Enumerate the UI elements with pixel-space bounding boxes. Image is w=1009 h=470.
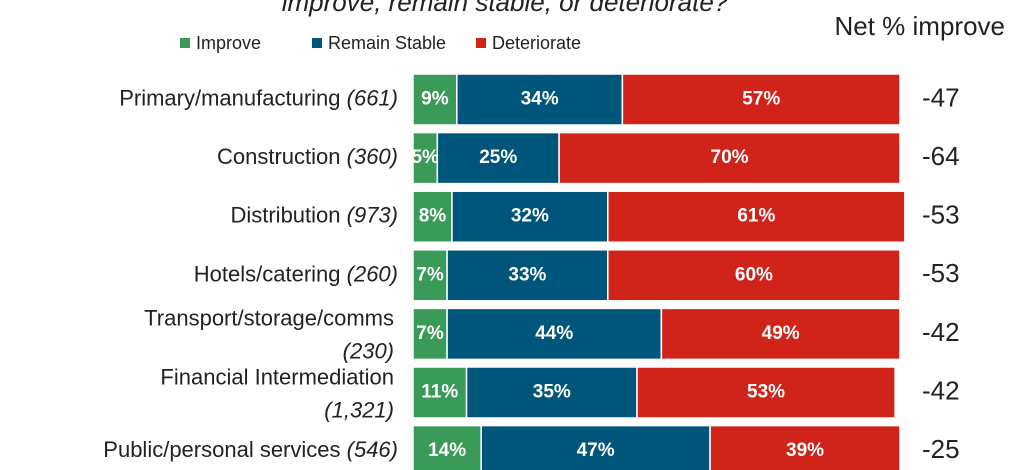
sample-size: (661) [341,85,398,110]
bar-segment [607,249,901,302]
value-label: 33% [508,264,546,285]
category-label: Public/personal services (546) [103,437,398,462]
category-name: Primary/manufacturing [119,85,340,110]
value-label: 5% [411,147,439,168]
net-value: -42 [922,317,960,347]
category-name: Public/personal services [103,437,340,462]
bar-segment [436,131,560,185]
legend-swatch [180,38,190,48]
bar-segment [558,131,901,185]
net-value: -64 [922,141,960,171]
value-label: 70% [711,147,749,168]
category-name: Distribution [230,203,340,228]
net-value: -25 [922,434,960,464]
bar-segment [480,424,711,470]
bar-segment [412,307,448,361]
value-label: 57% [742,89,780,110]
value-label: 47% [577,440,615,461]
value-label: 53% [747,382,785,403]
legend-label: Deteriorate [492,33,581,53]
category-label: Hotels/catering (260) [194,261,398,286]
bar-segment [412,424,482,470]
category-label: Primary/manufacturing (661) [119,85,398,110]
bar-segment [446,307,663,361]
legend-label: Remain Stable [328,33,446,53]
value-label: 39% [786,440,824,461]
net-value: -53 [922,258,960,288]
sample-size: (546) [341,437,398,462]
bar-segment [607,190,906,243]
category-label: Transport/storage/comms [144,306,394,331]
bar-segment [412,366,468,419]
value-label: 7% [416,323,444,344]
net-value: -53 [922,200,960,230]
value-label: 11% [421,382,458,403]
value-label: 8% [419,206,447,227]
legend-label: Improve [196,33,261,53]
bar-segment [412,73,458,126]
value-label: 14% [428,440,466,461]
sample-size: (360) [341,144,398,169]
bar-segment [465,366,638,419]
value-label: 25% [479,147,517,168]
value-label: 32% [511,206,549,227]
value-label: 34% [521,89,559,110]
value-label: 44% [535,323,573,344]
value-label: 9% [421,89,449,110]
value-label: 49% [762,323,800,344]
bar-segment [456,73,624,126]
net-value: -47 [922,82,960,112]
bar-segment [636,366,896,419]
bar-segment [621,73,901,126]
bar-segment [451,190,609,243]
bar-segment [412,249,448,302]
legend-swatch [476,38,486,48]
category-name: Hotels/catering [194,261,341,286]
net-header: Net % improve [835,11,1006,41]
category-label: Financial Intermediation [160,364,394,389]
sample-size: (260) [341,261,398,286]
legend-swatch [312,38,322,48]
category-label: Distribution (973) [230,203,398,228]
value-label: 60% [735,264,773,285]
sample-size: (1,321) [324,397,394,422]
category-name: Construction [217,144,341,169]
value-label: 7% [416,264,444,285]
category-label: Construction (360) [217,144,398,169]
value-label: 61% [737,206,775,227]
bar-segment [412,190,453,243]
sample-size: (973) [341,203,398,228]
bar-segment [709,424,901,470]
sample-size: (230) [343,339,394,364]
net-value: -42 [922,375,960,405]
chart-title: improve, remain stable, or deteriorate? [282,0,729,17]
bar-segment [660,307,901,361]
value-label: 35% [533,382,571,403]
